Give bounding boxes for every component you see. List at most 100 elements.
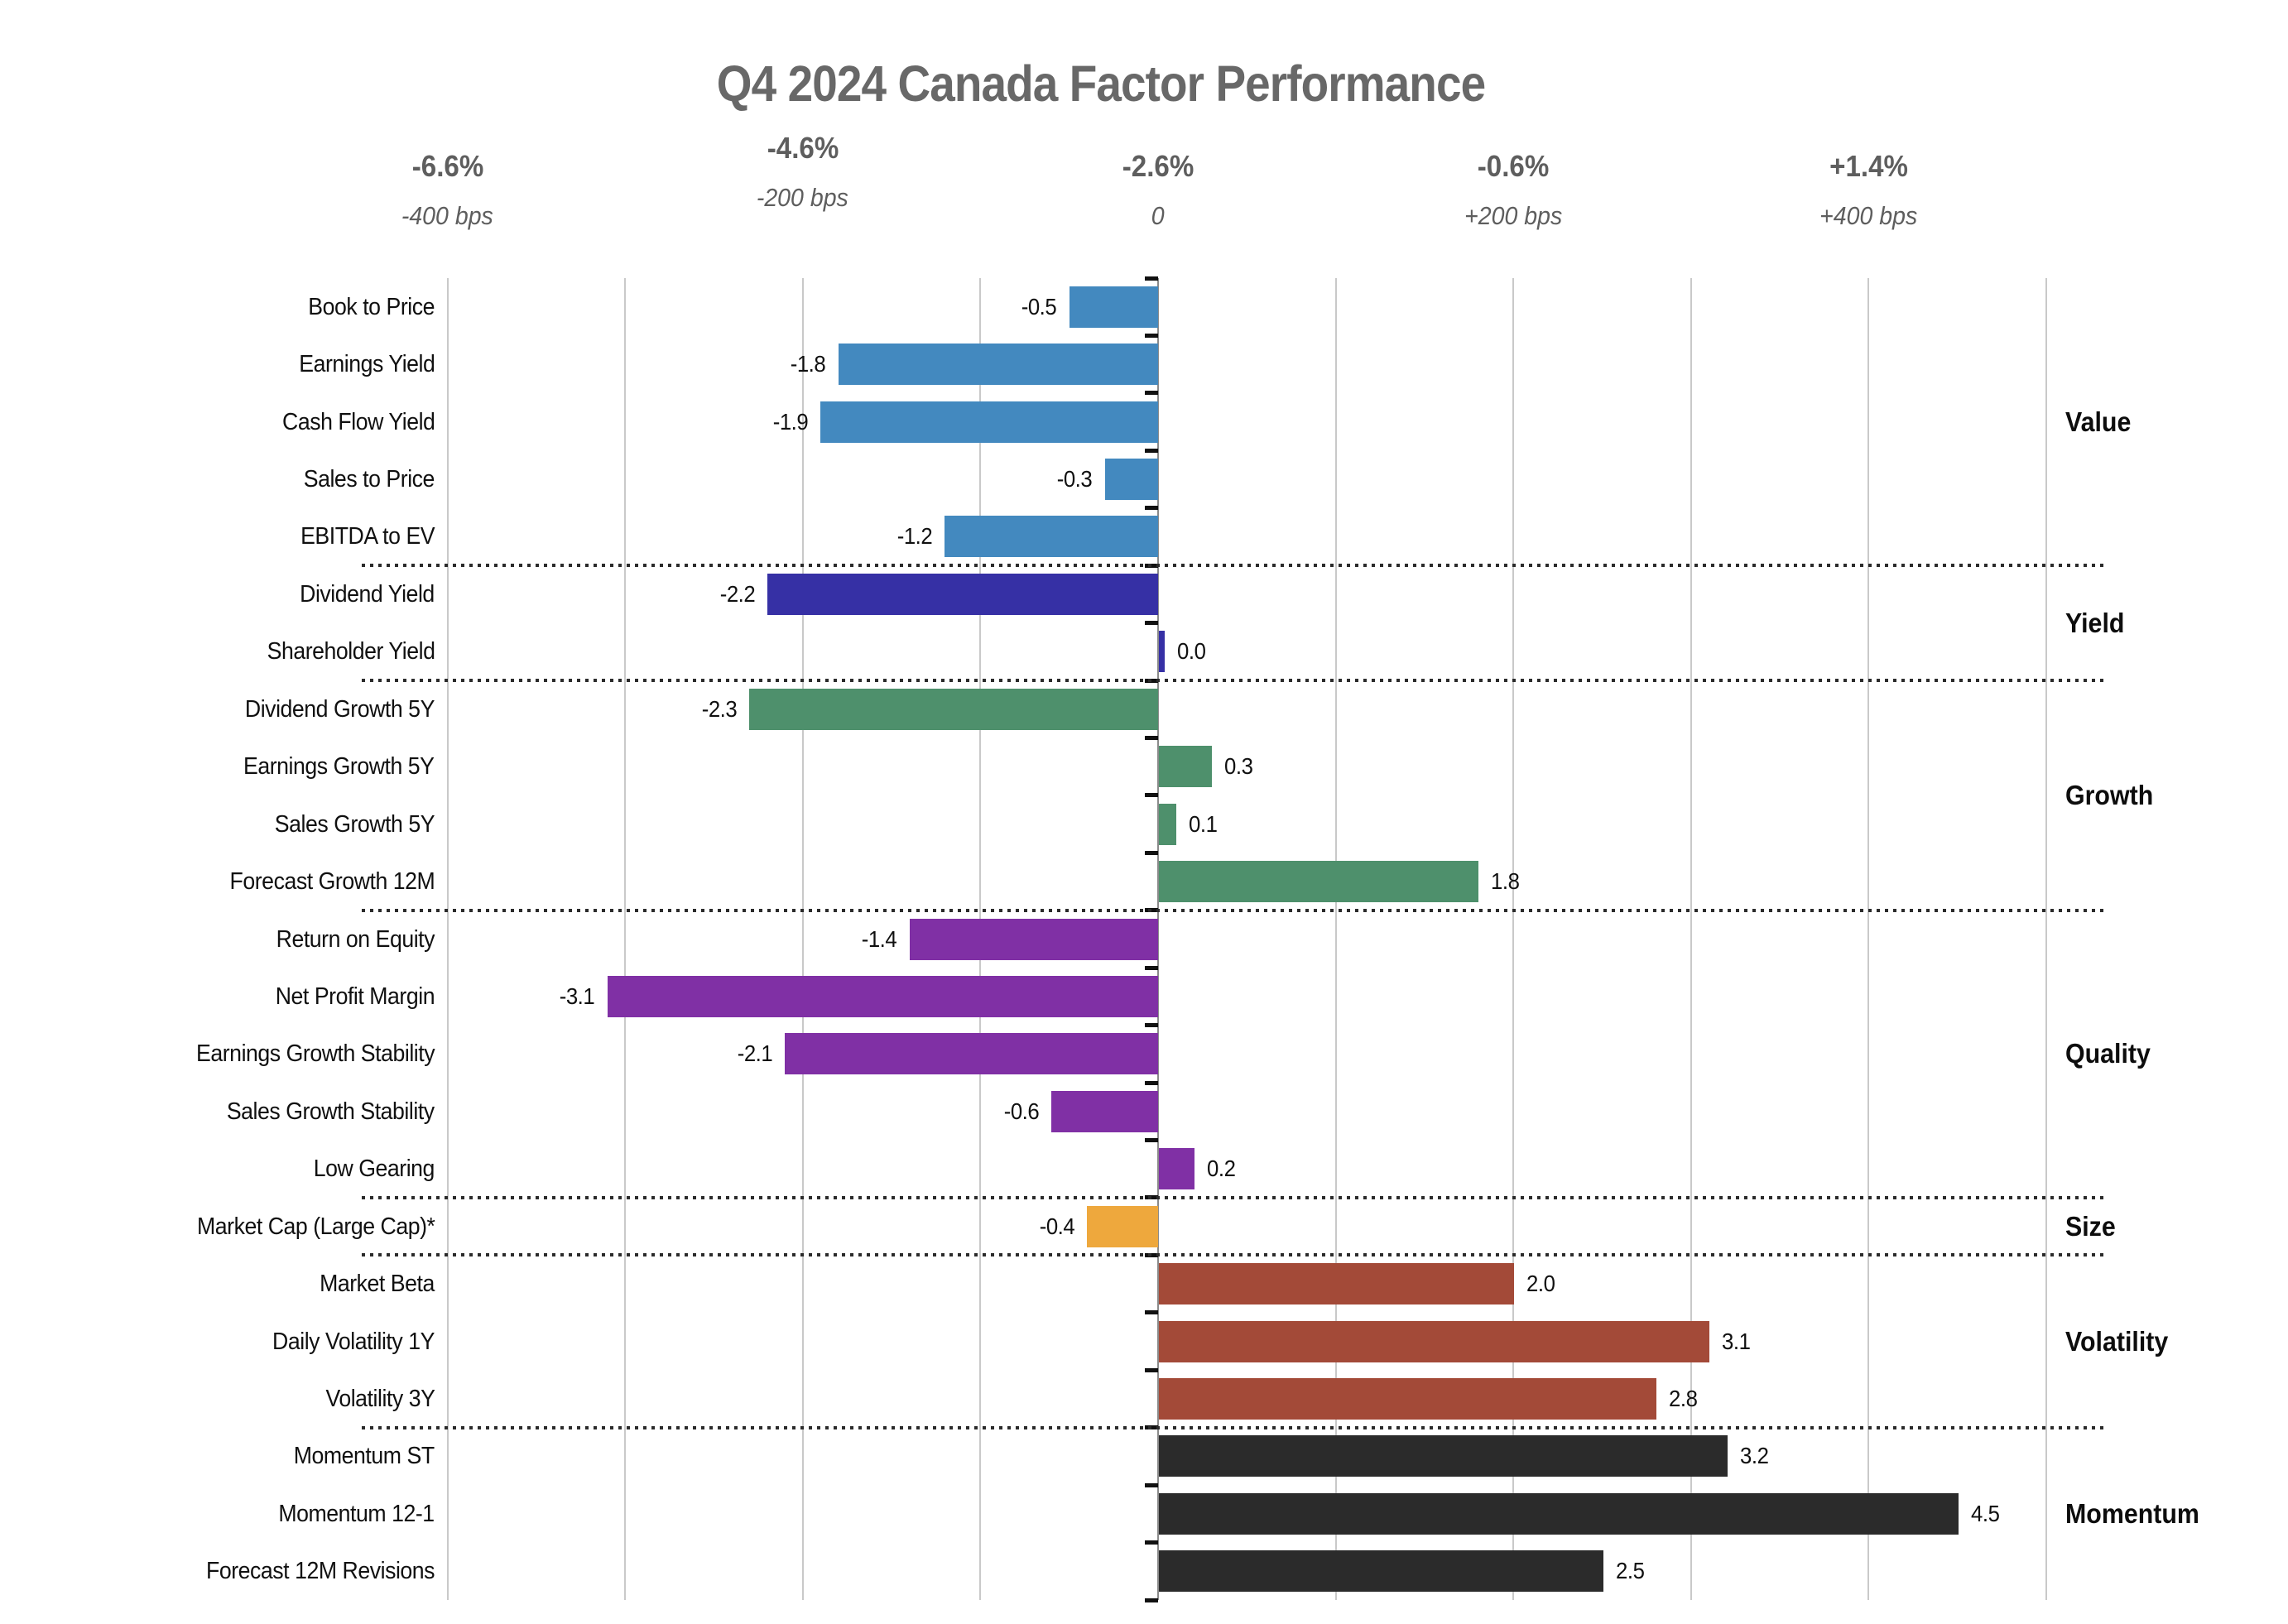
axis-tick [1145,1482,1158,1487]
bar [820,401,1158,443]
bar [945,516,1158,558]
group-label-text: Momentum [2065,1497,2199,1529]
row-label-text: Cash Flow Yield [281,408,435,435]
bar-value-label: -2.2 [507,580,755,608]
bar [1159,1550,1603,1593]
bar-value-label-text: -0.5 [1021,293,1057,320]
row-label: Market Beta [54,1269,435,1299]
row-label-text: Momentum 12-1 [278,1500,435,1527]
bar-value-label-text: -1.8 [791,351,826,377]
axis-tick-label-bps: -200 bps [637,183,969,213]
gridline [624,278,627,1600]
group-label: Momentum [2065,1497,2281,1530]
bar-value-label: -2.3 [488,695,738,723]
bar [607,975,1158,1017]
bar-value-label: -1.8 [578,350,826,378]
row-label: Volatility 3Y [54,1384,435,1414]
bar-value-label-text: 0.1 [1189,810,1218,837]
group-label: Growth [2065,779,2281,812]
bar [1051,1090,1158,1132]
bar-value-label-text: 0.2 [1206,1156,1236,1182]
bar-value-label: -1.4 [649,925,897,954]
row-label: Earnings Growth Stability [54,1039,435,1069]
group-label: Size [2065,1210,2281,1243]
bar-value-label-text: -2.1 [737,1040,773,1067]
axis-tick [1145,965,1158,970]
bar [1159,1320,1710,1362]
row-label: Sales Growth 5Y [54,810,435,839]
axis-tick-label-pct: -0.6% [1348,149,1679,184]
axis-tick [1145,621,1158,626]
group-label-text: Growth [2065,779,2154,810]
bar-value-label: 3.1 [1722,1328,1970,1356]
row-label-text: Market Cap (Large Cap)* [196,1213,435,1240]
axis-tick [1145,1598,1158,1602]
axis-tick-label-pct: +1.4% [1703,149,2034,184]
row-label: Dividend Growth 5Y [54,694,435,724]
group-separator [362,1253,2107,1257]
axis-tick [1145,850,1158,855]
axis-tick-label-bps-text: 0 [1151,201,1165,230]
axis-tick [1145,448,1158,453]
row-label-text: Low Gearing [313,1156,435,1183]
row-label-text: EBITDA to EV [300,523,435,550]
axis-tick [1145,1310,1158,1315]
bar [1159,631,1165,673]
bar [785,1033,1158,1075]
axis-tick [1145,391,1158,396]
axis-tick [1145,735,1158,740]
bar-value-label: -1.2 [684,522,933,550]
group-label: Yield [2065,607,2281,640]
bar [1087,1205,1158,1247]
bar-value-label: 4.5 [1971,1500,2219,1528]
bar-value-label-text: -1.4 [861,925,897,952]
bar-value-label-text: -3.1 [560,983,595,1009]
row-label: Momentum ST [54,1441,435,1471]
bar [1159,861,1479,903]
row-label: Cash Flow Yield [54,407,435,437]
axis-tick-label-pct-text: -2.6% [1122,149,1194,183]
row-label: Shareholder Yield [54,637,435,666]
bar [749,688,1158,730]
bar-value-label: 2.8 [1669,1385,1917,1413]
bar [1159,1492,1959,1535]
group-separator [362,1195,2107,1199]
row-label: Market Cap (Large Cap)* [54,1212,435,1242]
axis-tick [1145,506,1158,511]
bar [1069,286,1158,328]
bar-value-label: 0.3 [1224,752,1473,781]
bar-value-label: 3.2 [1740,1442,1988,1470]
bar-value-label: -1.9 [560,408,809,436]
row-label-text: Market Beta [320,1271,435,1298]
axis-tick-label-pct-text: -6.6% [411,149,483,183]
bar [1159,1148,1194,1190]
gridline [1690,278,1692,1600]
bar-value-label-text: -0.6 [1003,1098,1040,1124]
row-label: Sales Growth Stability [54,1097,435,1127]
bar-value-label: 2.5 [1616,1557,1864,1585]
bar-value-label: -0.4 [826,1213,1075,1241]
bar-value-label-text: 4.5 [1970,1500,2000,1526]
axis-tick [1145,333,1158,338]
bar-value-label-text: 3.1 [1722,1328,1751,1354]
row-label-text: Forecast Growth 12M [229,868,435,896]
bar-value-label-text: -0.3 [1057,466,1093,492]
bar-value-label-text: -2.2 [719,580,755,607]
row-label: Daily Volatility 1Y [54,1327,435,1357]
bar-value-label-text: 2.0 [1526,1271,1555,1297]
axis-tick [1145,1080,1158,1085]
bar-value-label: 0.0 [1177,637,1425,665]
bar-value-label-text: -1.9 [772,408,809,435]
bar [1159,1377,1656,1420]
group-label-text: Yield [2065,607,2125,638]
axis-tick-label-pct-text: -4.6% [767,131,839,165]
bar [1104,459,1158,501]
bar [767,573,1158,615]
row-label-text: Sales Growth Stability [227,1098,435,1125]
bar [1159,1435,1728,1477]
row-label-text: Volatility 3Y [325,1385,435,1412]
bar-value-label: -0.5 [809,293,1057,321]
row-label: EBITDA to EV [54,521,435,551]
row-label-text: Earnings Growth Stability [195,1040,435,1068]
axis-tick-label-bps: +200 bps [1348,201,1679,231]
